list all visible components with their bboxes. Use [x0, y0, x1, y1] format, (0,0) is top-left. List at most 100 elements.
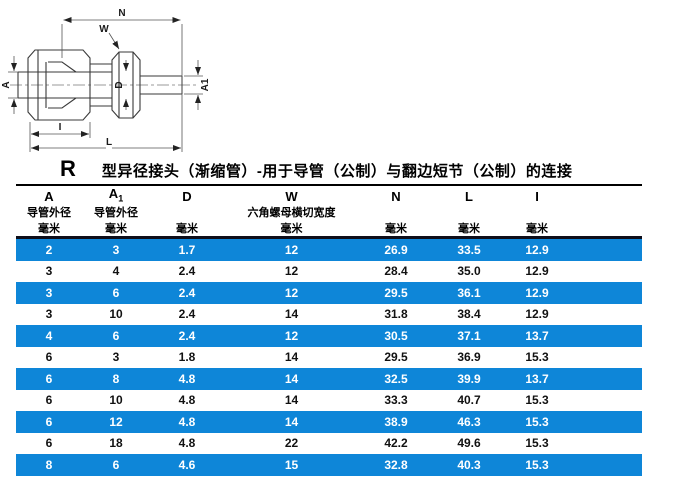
dim-label-a: A: [1, 81, 12, 88]
fitting-diagram: N W A D A1 I L: [1, 8, 211, 152]
table-cell: 12.9: [525, 307, 549, 322]
table-cell: 3: [45, 285, 53, 300]
table-cell: 12: [284, 328, 299, 343]
column-header-desc-4: [359, 204, 433, 220]
filler-cell: [569, 368, 642, 390]
table-row: 6 8 4.8 14 32.5 39.9 13.7: [16, 368, 642, 390]
table-row: 6 12 4.8 14 38.9 46.3 15.3: [16, 411, 642, 433]
table-cell: 1.7: [178, 242, 196, 257]
column-header-unit-2: 毫米: [176, 223, 198, 235]
column-header-desc-3: 六角螺母横切宽度: [247, 207, 336, 219]
table-cell: 6: [112, 328, 120, 343]
table-cell: 3: [112, 242, 120, 257]
table-cell: 4: [45, 328, 53, 343]
table-cell: 2.4: [178, 264, 196, 279]
column-header-letter-I: I: [535, 189, 539, 204]
filler-cell: [569, 347, 642, 369]
filler-cell: [569, 204, 642, 220]
column-header-desc-1: 导管外径: [94, 207, 138, 219]
page-title: 型异径接头（渐缩管）-用于导管（公制）与翻边短节（公制）的连接: [101, 163, 573, 180]
table-cell: 1.8: [178, 350, 196, 365]
table-cell: 14: [284, 307, 299, 322]
table-cell: 14: [284, 393, 299, 408]
filler-cell: [569, 282, 642, 304]
spec-table: A A1 D W N L I 导管外径 导管外径 六角螺母横切宽度 毫米 毫米 毫米 毫米 毫米 毫米 毫米…: [16, 184, 642, 476]
table-cell: 6: [45, 414, 53, 429]
table-cell: 32.5: [384, 371, 408, 386]
table-cell: 49.6: [457, 436, 481, 451]
table-cell: 15.3: [525, 350, 549, 365]
table-cell: 29.5: [384, 350, 408, 365]
table-cell: 33.3: [384, 393, 408, 408]
table-cell: 4.8: [178, 371, 196, 386]
table-row: 3 6 2.4 12 29.5 36.1 12.9: [16, 282, 642, 304]
table-cell: 22: [284, 436, 299, 451]
table-cell: 28.4: [384, 264, 408, 279]
fitting-body: [17, 49, 183, 121]
table-cell: 4.8: [178, 393, 196, 408]
table-cell: 10: [109, 393, 123, 408]
table-cell: 14: [284, 350, 299, 365]
header-letter-row: A A1 D W N L I: [16, 185, 642, 204]
table-cell: 12: [284, 242, 299, 257]
series-letter: R: [60, 156, 76, 181]
table-cell: 6: [45, 371, 53, 386]
table-cell: 14: [284, 414, 299, 429]
table-row: 4 6 2.4 12 30.5 37.1 13.7: [16, 325, 642, 347]
column-header-desc-2: [150, 204, 224, 220]
filler-cell: [569, 411, 642, 433]
table-cell: 15.3: [525, 414, 549, 429]
column-header-desc-6: [505, 204, 569, 220]
table-cell: 42.2: [384, 436, 408, 451]
table-cell: 40.3: [457, 457, 481, 472]
table-row: 6 3 1.8 14 29.5 36.9 15.3: [16, 347, 642, 369]
dim-label-a1: A1: [200, 78, 211, 91]
table-cell: 30.5: [384, 328, 408, 343]
table-cell: 2.4: [178, 285, 196, 300]
table-cell: 8: [112, 371, 120, 386]
table-cell: 39.9: [457, 371, 481, 386]
filler-cell: [569, 325, 642, 347]
column-header-letter-W: W: [285, 189, 298, 204]
table-cell: 6: [45, 350, 53, 365]
table-cell: 37.1: [457, 328, 481, 343]
table-body: 2 3 1.7 12 26.9 33.5 12.9 3 4 2.4 12 28.4 35.0 12.9 3 6…: [16, 237, 642, 476]
dim-label-n: N: [118, 8, 125, 19]
column-header-letter-N: N: [391, 189, 401, 204]
table-cell: 6: [112, 457, 120, 472]
table-cell: 40.7: [457, 393, 481, 408]
table-cell: 3: [45, 264, 53, 279]
table-cell: 35.0: [457, 264, 481, 279]
column-header-letter-A: A: [44, 189, 54, 204]
table-cell: 2.4: [178, 307, 196, 322]
table-cell: 12: [284, 264, 299, 279]
column-header-letter-L: L: [465, 189, 473, 204]
table-cell: 13.7: [525, 371, 549, 386]
dim-label-d: D: [114, 81, 125, 88]
table-cell: 36.1: [457, 285, 481, 300]
table-cell: 10: [109, 307, 123, 322]
table-cell: 32.8: [384, 457, 408, 472]
table-cell: 46.3: [457, 414, 481, 429]
column-header-unit-0: 毫米: [38, 223, 60, 235]
dim-label-i: I: [59, 122, 62, 133]
dim-label-l: L: [106, 137, 112, 148]
table-row: 3 4 2.4 12 28.4 35.0 12.9: [16, 261, 642, 283]
column-header-desc-0: 导管外径: [27, 207, 71, 219]
table-cell: 3: [112, 350, 120, 365]
table-cell: 4.8: [178, 436, 196, 451]
column-header-letter-D: D: [182, 189, 192, 204]
column-header-unit-4: 毫米: [385, 223, 407, 235]
table-row: 6 10 4.8 14 33.3 40.7 15.3: [16, 390, 642, 412]
table-header: A A1 D W N L I 导管外径 导管外径 六角螺母横切宽度 毫米 毫米 毫米 毫米 毫米 毫米 毫米: [16, 185, 642, 238]
filler-cell: [569, 304, 642, 326]
filler-cell: [569, 185, 642, 204]
table-cell: 3: [45, 307, 53, 322]
table-cell: 8: [45, 457, 53, 472]
table-cell: 12: [284, 285, 299, 300]
table-cell: 12.9: [525, 242, 549, 257]
table-cell: 4: [112, 264, 120, 279]
column-header-letter-A1: A1: [108, 186, 124, 204]
filler-cell: [569, 220, 642, 238]
